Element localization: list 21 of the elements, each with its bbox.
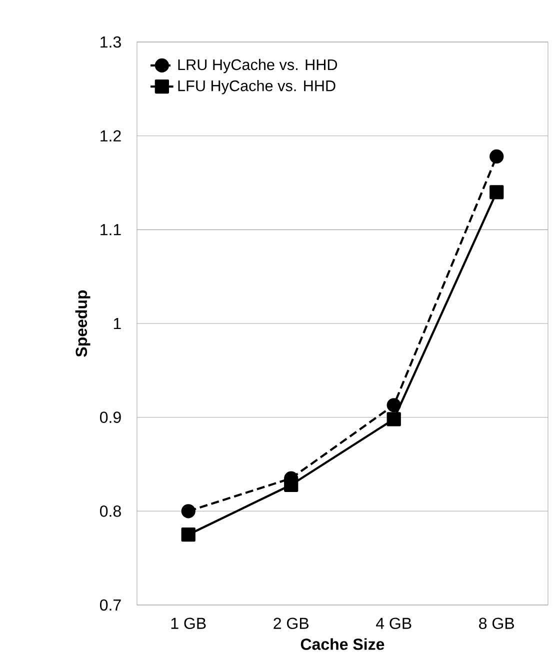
x-axis-title: Cache Size bbox=[300, 638, 384, 650]
point bbox=[181, 504, 196, 518]
point bbox=[386, 412, 401, 426]
x-tick-label: 4 GB bbox=[376, 618, 412, 630]
x-tick-label: 1 GB bbox=[171, 618, 206, 630]
y-tick-label: 1.2 bbox=[100, 130, 121, 142]
point bbox=[490, 149, 504, 164]
y-axis-title: Speedup bbox=[75, 290, 90, 357]
legend-label: LFU HyCache vs. HHD bbox=[178, 80, 336, 94]
point bbox=[181, 528, 196, 542]
x-tick-label: 8 GB bbox=[479, 618, 514, 630]
y-tick-label: 0.8 bbox=[100, 506, 121, 517]
y-tick-label: 1.1 bbox=[100, 224, 121, 236]
legend-label: LRU HyCache vs. HHD bbox=[178, 58, 338, 74]
point bbox=[386, 398, 401, 412]
y-tick-label: 1 bbox=[114, 318, 121, 330]
y-tick-label: 0.9 bbox=[100, 412, 121, 423]
point bbox=[490, 185, 504, 200]
y-tick-label: 0.7 bbox=[100, 599, 121, 611]
y-tick-label: 1.3 bbox=[100, 36, 121, 48]
x-tick-label: 2 GB bbox=[274, 618, 308, 630]
